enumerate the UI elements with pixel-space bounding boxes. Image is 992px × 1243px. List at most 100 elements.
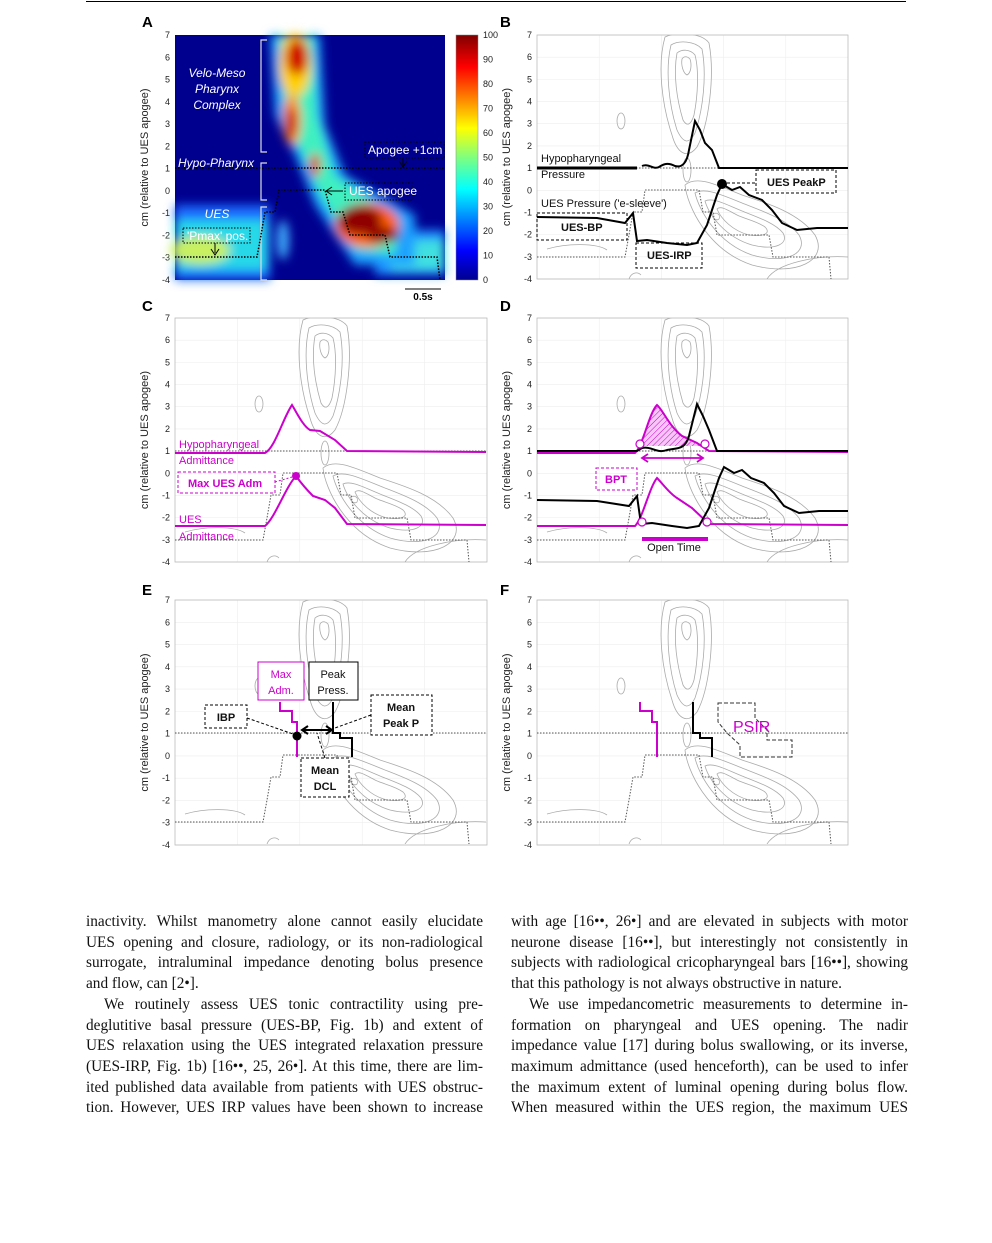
y-tick-label: -4	[524, 557, 532, 567]
y-axis-label: cm (relative to UES apogee)	[501, 653, 513, 791]
colorbar-tick-label: 70	[483, 104, 493, 114]
text-line: We routinely assess UES tonic contractil…	[104, 995, 483, 1013]
arrow-icon	[325, 186, 343, 196]
ues-pressure-trace	[536, 182, 848, 247]
panel-c: Hypopharyngeal Admittance Max UES Adm UE…	[174, 318, 487, 563]
y-tick-label: 0	[527, 468, 532, 478]
max-ues-adm-label: Max UES Adm	[188, 478, 262, 490]
mean-dcl-label: DCL	[314, 781, 337, 793]
y-tick-label: 3	[527, 119, 532, 129]
ues-irp-box	[635, 242, 703, 269]
bpt-label: BPT	[605, 474, 627, 486]
y-tick-label: 6	[165, 335, 170, 345]
text-line: tion. However, UES IRP values have been …	[86, 1099, 483, 1117]
y-tick-label: -4	[524, 274, 532, 284]
y-tick-label: -4	[524, 840, 532, 850]
bpt-end-marker	[700, 439, 710, 449]
panel-letter: B	[500, 14, 511, 31]
colorbar-tick-label: 40	[483, 177, 493, 187]
ues-pressure-trace	[536, 465, 848, 530]
ues-bp-box	[536, 212, 628, 241]
y-tick-label: 6	[527, 52, 532, 62]
text-column-left: inactivity. Whilst manometry alone canno…	[86, 912, 483, 1119]
ues-peakp-label: UES PeakP	[767, 177, 826, 189]
y-tick-label: 4	[165, 380, 170, 390]
peak-pressure-trace	[332, 702, 353, 757]
max-adm-label: Max	[271, 669, 292, 681]
y-tick-label: 5	[527, 640, 532, 650]
peak-pressure-trace	[692, 702, 713, 757]
text-line: maximum admittance (used henceforth), ca…	[511, 1057, 908, 1075]
hypopharyngeal-pressure-trace	[641, 118, 848, 169]
hypo-admittance-label: Admittance	[179, 455, 234, 467]
y-tick-label: 3	[527, 684, 532, 694]
y-tick-label: -3	[524, 818, 532, 828]
y-axis-label: cm (relative to UES apogee)	[139, 653, 151, 791]
colorbar-tick-label: 30	[483, 202, 493, 212]
scale-bar-label: 0.5s	[413, 292, 433, 303]
y-axis-label: cm (relative to UES apogee)	[139, 371, 151, 509]
plot-frame	[536, 317, 849, 563]
y-tick-label: -4	[162, 557, 170, 567]
max-adm-trace	[639, 702, 658, 757]
y-tick-label: 0	[527, 751, 532, 761]
y-tick-label: 4	[527, 97, 532, 107]
panel-letter: D	[500, 298, 511, 315]
y-tick-label: 5	[165, 75, 170, 85]
y-tick-label: -3	[162, 818, 170, 828]
panel-letter: F	[500, 582, 509, 599]
y-tick-label: 1	[165, 446, 170, 456]
y-tick-label: 7	[527, 595, 532, 605]
y-tick-label: 1	[165, 729, 170, 739]
mean-peak-p-label: Mean	[387, 702, 415, 714]
bpt-arrow	[640, 453, 705, 463]
text-line: (UES-IRP, Fig. 1b) [16••, 25, 26•]. At t…	[86, 1057, 483, 1075]
y-tick-label: 4	[527, 380, 532, 390]
ibp-label: IBP	[217, 712, 235, 724]
y-tick-label: -2	[162, 795, 170, 805]
max-ues-adm-marker	[292, 472, 300, 480]
pmax-box	[182, 227, 251, 244]
ues-pressure-label: UES Pressure ('e-sleeve')	[541, 198, 667, 210]
open-end-marker	[702, 517, 712, 527]
y-tick-label: -1	[524, 773, 532, 783]
y-tick-label: 2	[527, 424, 532, 434]
max-adm-label: Adm.	[268, 685, 294, 697]
panel-d: BPT Open Time	[536, 318, 849, 563]
colorbar	[455, 34, 479, 281]
ues-irp-label: UES-IRP	[647, 250, 692, 262]
y-tick-label: -2	[162, 513, 170, 523]
open-start-marker	[637, 517, 647, 527]
hypopharyngeal-pressure-trace	[537, 401, 848, 453]
max-ues-adm-box	[177, 471, 276, 494]
arrow-icon	[210, 243, 220, 256]
mean-dcl-box	[300, 757, 350, 798]
y-tick-label: 4	[527, 662, 532, 672]
apogee-plus-label: Apogee +1cm	[368, 143, 442, 157]
y-tick-label: 3	[165, 402, 170, 412]
text-line: ited published data available from patie…	[86, 1078, 483, 1096]
panel-letter: E	[142, 582, 152, 599]
y-tick-label: 1	[527, 446, 532, 456]
y-tick-label: 0	[165, 186, 170, 196]
y-tick-label: 6	[527, 617, 532, 627]
y-axis-label: cm (relative to UES apogee)	[501, 371, 513, 509]
text-line: and flow, can [2•].	[86, 975, 199, 993]
mean-peak-p-box	[370, 694, 433, 736]
y-tick-label: 6	[165, 52, 170, 62]
hypo-admittance-label: Hypopharyngeal	[179, 439, 259, 451]
ues-admittance-label: UES	[179, 514, 202, 526]
y-tick-label: -1	[162, 490, 170, 500]
colorbar-tick-label: 50	[483, 153, 493, 163]
panel-f: PSIR	[536, 600, 849, 845]
colorbar-tick-label: 60	[483, 128, 493, 138]
y-tick-label: -3	[524, 535, 532, 545]
y-axis-label: cm (relative to UES apogee)	[139, 88, 151, 226]
connector	[334, 714, 372, 729]
mean-peak-p-label: Peak P	[383, 718, 419, 730]
hypo-pressure-label: Hypopharyngeal	[541, 153, 621, 165]
peak-press-label: Press.	[317, 685, 348, 697]
panel-b: Hypopharyngeal Pressure UES Pressure ('e…	[536, 35, 849, 280]
y-tick-label: 6	[165, 617, 170, 627]
y-tick-label: -3	[162, 253, 170, 263]
